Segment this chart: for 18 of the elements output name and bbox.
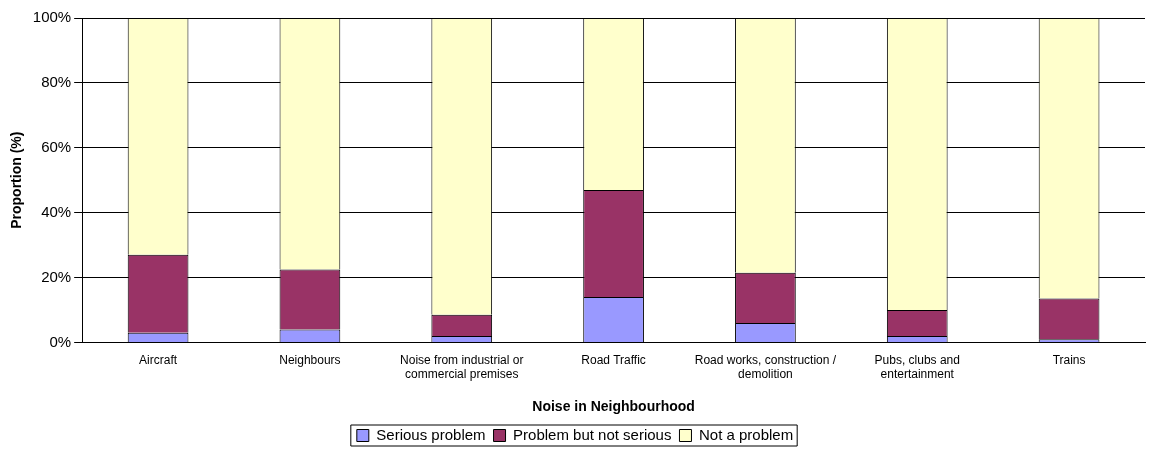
x-tick-label: Aircraft [139,352,178,367]
x-tick-label: Neighbours [279,352,341,367]
x-tick-label: Road works, construction / demolition [694,352,837,382]
y-axis-title: Proportion (%) [8,131,25,229]
y-tick-label: 20% [41,267,72,285]
x-tick-label: Pubs, clubs and entertainment [874,352,960,382]
legend-label: Serious problem [376,425,486,443]
y-tick-label: 100% [32,8,72,26]
y-tick-label: 60% [41,137,72,155]
y-tick-label: 40% [41,202,72,220]
x-tick-label: Noise from industrial or commercial premises [400,352,524,382]
x-tick-label: Road Traffic [581,352,646,367]
x-axis-title: Noise in Neighbourhood [532,398,695,415]
legend-label: Not a problem [698,425,794,443]
y-tick-label: 80% [41,73,72,91]
legend-label: Problem but not serious [513,425,672,443]
y-tick-label: 0% [49,332,72,350]
x-tick-label: Trains [1052,352,1086,367]
